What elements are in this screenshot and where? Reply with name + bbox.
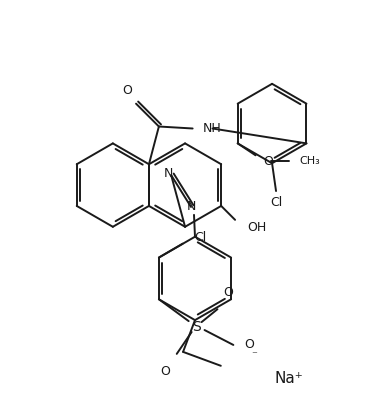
Text: CH₃: CH₃ [299, 156, 320, 166]
Text: O: O [160, 365, 170, 378]
Text: O: O [223, 286, 233, 299]
Text: O: O [244, 338, 254, 351]
Text: Cl: Cl [270, 197, 282, 210]
Text: NH: NH [203, 122, 221, 135]
Text: ⁻: ⁻ [251, 350, 257, 360]
Text: OH: OH [247, 221, 266, 234]
Text: Cl: Cl [195, 231, 207, 244]
Text: N: N [163, 167, 173, 180]
Text: Na⁺: Na⁺ [275, 371, 304, 386]
Text: O: O [122, 84, 132, 97]
Text: N: N [186, 201, 196, 214]
Text: O: O [263, 155, 274, 168]
Text: S: S [192, 320, 201, 334]
